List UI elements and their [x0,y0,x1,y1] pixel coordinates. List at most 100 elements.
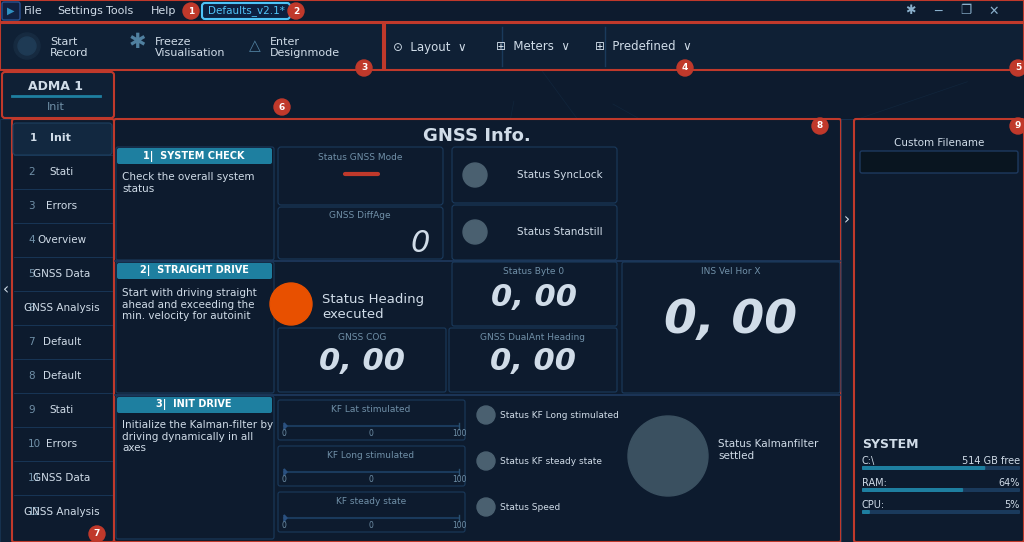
Text: Initialize the Kalman-filter by
driving dynamically in all
axes: Initialize the Kalman-filter by driving … [122,420,273,453]
FancyBboxPatch shape [860,151,1018,173]
Text: INS Vel Hor X: INS Vel Hor X [701,268,761,276]
Text: executed: executed [322,308,384,321]
Text: ⊞  Meters  ∨: ⊞ Meters ∨ [496,41,570,54]
Text: GNSS Data: GNSS Data [34,473,91,483]
Circle shape [477,452,495,470]
FancyBboxPatch shape [2,72,114,118]
Circle shape [89,526,105,542]
Text: 4: 4 [682,63,688,73]
FancyBboxPatch shape [862,510,870,514]
Circle shape [1010,118,1024,134]
Circle shape [463,220,487,244]
Bar [0,23,383,70]
Text: 0: 0 [411,229,430,259]
Text: 5%: 5% [1005,500,1020,510]
Text: GNSS COG: GNSS COG [338,332,386,341]
Text: 11: 11 [28,473,41,483]
Text: 6: 6 [279,102,285,112]
FancyArrow shape [284,469,287,475]
Bar [385,23,1024,70]
Text: Freeze: Freeze [155,37,191,47]
Text: Stati: Stati [50,167,74,177]
Text: 5: 5 [28,269,35,279]
Text: Init: Init [49,133,71,143]
Bar [0,0,1024,22]
Text: 0, 00: 0, 00 [665,298,798,343]
Text: Settings: Settings [57,6,102,16]
Text: ⊞  Predefined  ∨: ⊞ Predefined ∨ [595,41,691,54]
FancyArrow shape [284,423,287,429]
Text: 6: 6 [28,303,35,313]
FancyBboxPatch shape [452,262,617,326]
FancyBboxPatch shape [202,3,290,19]
Text: Visualisation: Visualisation [155,48,225,58]
Text: ✱: ✱ [128,32,145,52]
Text: 5: 5 [1015,63,1021,73]
FancyBboxPatch shape [116,147,274,260]
FancyBboxPatch shape [278,207,443,259]
Text: 2: 2 [293,7,299,16]
Circle shape [477,498,495,516]
Text: Overview: Overview [38,235,87,245]
FancyBboxPatch shape [854,119,1024,542]
Text: Record: Record [50,48,88,58]
Circle shape [14,33,40,59]
Text: Start: Start [50,37,78,47]
FancyBboxPatch shape [452,205,617,260]
Text: KF Lat stimulated: KF Lat stimulated [332,404,411,414]
Text: GNSS Analysis: GNSS Analysis [25,303,99,313]
Text: 0, 00: 0, 00 [490,283,577,313]
Text: ─: ─ [934,4,942,17]
Text: Defaults_v2.1*: Defaults_v2.1* [208,5,285,16]
Text: 3: 3 [28,201,35,211]
FancyBboxPatch shape [117,263,272,279]
Text: Status Heading: Status Heading [322,293,424,306]
Text: Custom Filename: Custom Filename [894,138,984,148]
Text: 100: 100 [452,429,466,438]
Text: Status Standstill: Status Standstill [517,227,603,237]
Text: KF steady state: KF steady state [336,496,407,506]
Text: 2: 2 [28,167,35,177]
Text: 8: 8 [28,371,35,381]
Text: Errors: Errors [46,201,78,211]
FancyBboxPatch shape [452,147,617,203]
Text: ▶: ▶ [7,6,14,16]
Text: 0: 0 [282,429,287,438]
Text: Status Speed: Status Speed [500,502,560,512]
FancyBboxPatch shape [278,446,465,486]
Text: ADMA 1: ADMA 1 [29,81,84,94]
Bar [0,119,12,542]
Text: Status KF steady state: Status KF steady state [500,456,602,466]
Text: ❐: ❐ [961,4,972,17]
Circle shape [477,406,495,424]
FancyBboxPatch shape [622,262,840,393]
Text: Init: Init [47,102,65,112]
FancyBboxPatch shape [278,492,465,532]
FancyBboxPatch shape [278,400,465,440]
Text: 0, 00: 0, 00 [319,347,406,377]
Text: GNSS DualAnt Heading: GNSS DualAnt Heading [480,332,586,341]
Text: Check the overall system
status: Check the overall system status [122,172,255,193]
Text: 3: 3 [360,63,368,73]
FancyBboxPatch shape [278,328,446,392]
FancyBboxPatch shape [117,148,272,164]
Text: GNSS Info.: GNSS Info. [423,127,530,145]
Text: ⊙  Layout  ∨: ⊙ Layout ∨ [393,41,467,54]
Text: 100: 100 [452,521,466,531]
Text: 1|  SYSTEM CHECK: 1| SYSTEM CHECK [143,151,245,162]
Text: 8: 8 [817,121,823,131]
Text: SYSTEM: SYSTEM [862,438,919,451]
Text: 0: 0 [282,521,287,531]
Text: Start with driving straight
ahead and exceeding the
min. velocity for autoinit: Start with driving straight ahead and ex… [122,288,257,321]
Text: ✕: ✕ [989,4,999,17]
FancyBboxPatch shape [862,466,985,470]
Text: Status KF Long stimulated: Status KF Long stimulated [500,410,618,420]
Text: 1: 1 [30,133,37,143]
Text: 7: 7 [94,530,100,539]
Text: Designmode: Designmode [270,48,340,58]
Circle shape [288,3,304,19]
Text: RAM:: RAM: [862,478,887,488]
FancyBboxPatch shape [2,2,20,20]
Text: CPU:: CPU: [862,500,885,510]
Text: Default: Default [43,371,81,381]
